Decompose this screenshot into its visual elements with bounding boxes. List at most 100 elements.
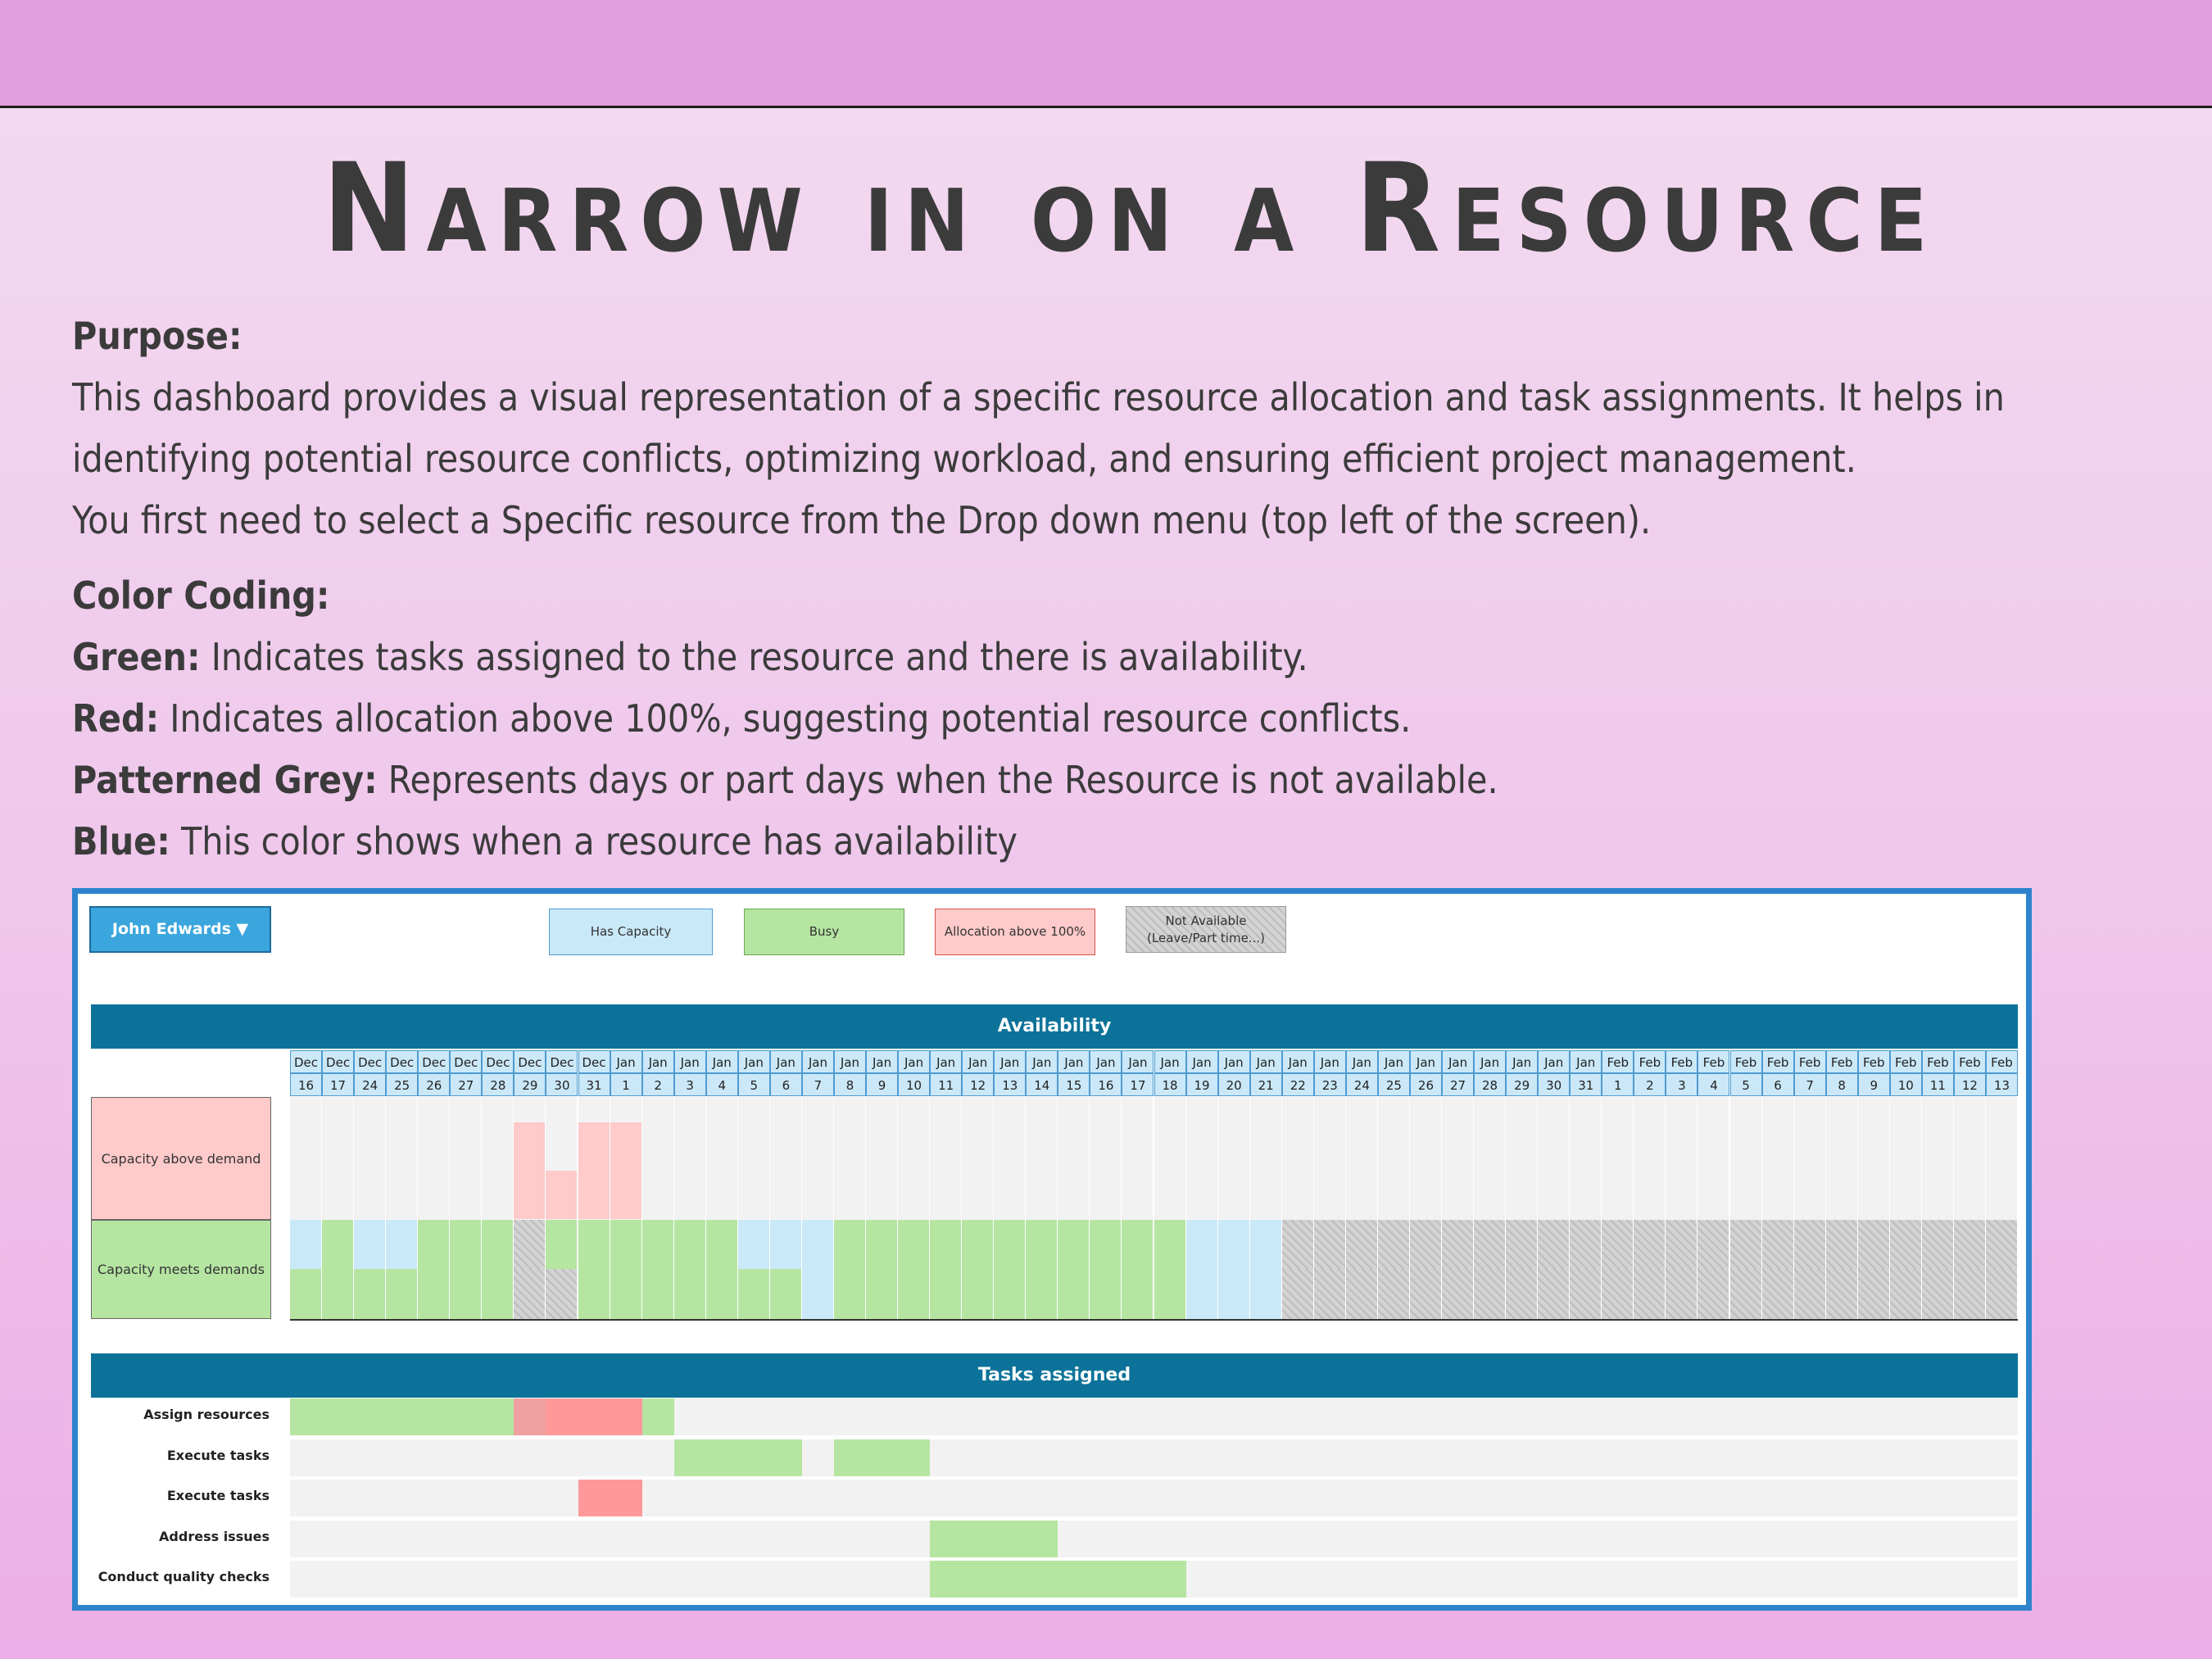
color-coding-green: Green: Indicates tasks assigned to the r… [72, 632, 1308, 682]
day-header: 26 [1409, 1073, 1442, 1096]
capacity-cell [1377, 1220, 1410, 1269]
capacity-cell [1889, 1220, 1922, 1269]
day-header: 18 [1154, 1073, 1186, 1096]
color-description: Indicates allocation above 100%, suggest… [159, 696, 1412, 741]
legend-over-allocation: Allocation above 100% [935, 909, 1095, 955]
capacity-cell [1409, 1269, 1442, 1319]
month-header: Dec [418, 1050, 451, 1073]
grid-baseline [290, 1319, 2018, 1321]
capacity-cell [514, 1220, 546, 1269]
capacity-cell [1090, 1269, 1122, 1319]
capacity-cell [1474, 1269, 1507, 1319]
capacity-cell [1953, 1220, 1986, 1269]
task-bar [546, 1398, 642, 1435]
capacity-cell [1602, 1269, 1634, 1319]
day-header: 2 [641, 1073, 674, 1096]
capacity-cell [1249, 1220, 1282, 1269]
capacity-cell [1313, 1269, 1346, 1319]
color-coding-red: Red: Indicates allocation above 100%, su… [72, 694, 1411, 743]
capacity-cell [546, 1269, 578, 1319]
day-header: 16 [290, 1073, 323, 1096]
capacity-cell [1729, 1220, 1762, 1269]
month-header: Jan [1217, 1050, 1250, 1073]
month-header: Jan [1026, 1050, 1058, 1073]
capacity-cell [578, 1269, 610, 1319]
capacity-cell [1793, 1220, 1826, 1269]
day-header: 30 [546, 1073, 578, 1096]
purpose-line-1: This dashboard provides a visual represe… [72, 375, 2005, 419]
month-header: Dec [322, 1050, 355, 1073]
task-bar [673, 1439, 802, 1476]
capacity-cell [962, 1220, 995, 1269]
month-header: Jan [1249, 1050, 1282, 1073]
month-header: Jan [801, 1050, 834, 1073]
day-header: 16 [1090, 1073, 1122, 1096]
month-header: Dec [546, 1050, 578, 1073]
capacity-cell [1634, 1220, 1666, 1269]
capacity-cell [482, 1269, 514, 1319]
capacity-cell [705, 1220, 738, 1269]
month-header: Jan [1474, 1050, 1507, 1073]
capacity-cell [1634, 1269, 1666, 1319]
capacity-cell [1698, 1269, 1730, 1319]
purpose-line-3: You first need to select a Specific reso… [72, 498, 1652, 542]
day-header: 9 [866, 1073, 899, 1096]
page-title: Narrow in on a Resource [322, 138, 1939, 280]
capacity-cell [610, 1269, 642, 1319]
day-header: 11 [930, 1073, 963, 1096]
color-description: This color shows when a resource has ava… [170, 819, 1018, 863]
day-header: 23 [1313, 1073, 1346, 1096]
capacity-cell [769, 1269, 802, 1319]
capacity-cell [1889, 1269, 1922, 1319]
capacity-cell [1538, 1220, 1571, 1269]
day-header: 3 [1666, 1073, 1698, 1096]
day-header: 6 [769, 1073, 802, 1096]
month-header: Jan [1409, 1050, 1442, 1073]
capacity-cell [994, 1269, 1027, 1319]
capacity-cell [418, 1220, 451, 1269]
capacity-cell [1154, 1220, 1186, 1269]
capacity-cell [418, 1269, 451, 1319]
color-label: Patterned Grey: [72, 758, 378, 802]
day-header: 1 [610, 1073, 642, 1096]
day-header: 28 [1474, 1073, 1507, 1096]
month-header: Feb [1761, 1050, 1794, 1073]
capacity-cell [1345, 1220, 1378, 1269]
capacity-cell [354, 1269, 387, 1319]
over-capacity-bar [546, 1171, 578, 1219]
day-header: 29 [514, 1073, 546, 1096]
capacity-cell [578, 1220, 610, 1269]
capacity-cell [1154, 1269, 1186, 1319]
day-header: 29 [1506, 1073, 1539, 1096]
capacity-cell [1185, 1269, 1218, 1319]
day-header: 9 [1857, 1073, 1890, 1096]
day-header: 5 [737, 1073, 770, 1096]
purpose-line-2: identifying potential resource conflicts… [72, 437, 1856, 481]
capacity-cell [610, 1220, 642, 1269]
day-header: 4 [1698, 1073, 1730, 1096]
color-coding-grey: Patterned Grey: Represents days or part … [72, 755, 1498, 805]
month-header: Jan [641, 1050, 674, 1073]
row-capacity-above-demand: Capacity above demand [91, 1097, 271, 1220]
day-header: 8 [833, 1073, 866, 1096]
month-header: Jan [1345, 1050, 1378, 1073]
capacity-cell [1698, 1220, 1730, 1269]
capacity-cell [1793, 1269, 1826, 1319]
month-header: Jan [1058, 1050, 1090, 1073]
day-header: 5 [1729, 1073, 1762, 1096]
capacity-cell [1377, 1269, 1410, 1319]
capacity-cell [866, 1269, 899, 1319]
resource-dropdown[interactable]: John Edwards ▼ [89, 906, 271, 953]
day-header: 25 [1377, 1073, 1410, 1096]
color-description: Indicates tasks assigned to the resource… [200, 635, 1308, 679]
month-header: Jan [1570, 1050, 1602, 1073]
capacity-cell [1761, 1220, 1794, 1269]
capacity-cell [673, 1220, 706, 1269]
capacity-cell [962, 1269, 995, 1319]
legend-not-available: Not Available (Leave/Part time...) [1126, 906, 1286, 953]
capacity-cell [1058, 1269, 1090, 1319]
day-header: 17 [1122, 1073, 1154, 1096]
month-header: Jan [673, 1050, 706, 1073]
capacity-cell [450, 1220, 483, 1269]
month-header: Jan [610, 1050, 642, 1073]
